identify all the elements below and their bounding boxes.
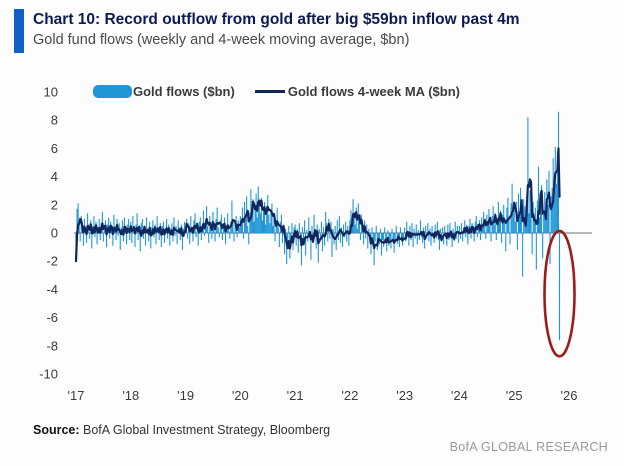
svg-text:'21: '21 [287,388,304,403]
chart-header: Chart 10: Record outflow from gold after… [14,9,520,53]
svg-text:'20: '20 [232,388,249,403]
chart-subtitle: Gold fund flows (weekly and 4-week movin… [33,31,410,48]
svg-text:-2: -2 [46,254,58,269]
svg-text:-10: -10 [39,367,58,382]
four-week-ma-line [74,147,561,263]
svg-text:-6: -6 [46,310,58,325]
svg-text:'25: '25 [506,388,523,403]
svg-text:'18: '18 [122,388,139,403]
svg-text:0: 0 [51,226,58,241]
svg-text:6: 6 [51,141,58,156]
x-axis-tick-labels: '17 '18 '19 '20 '21 '22 '23 '24 '25 '26 [68,388,578,403]
svg-text:'22: '22 [341,388,358,403]
source-label: Source: [33,423,80,437]
svg-text:'26: '26 [561,388,578,403]
svg-text:-8: -8 [46,338,58,353]
gold-flows-chart: 10 8 6 4 2 0 -2 -4 -6 -8 -10 '17 '18 '19 '20 '21 '22 '23… [39,85,592,403]
record-outflow-circle-annotation [543,229,576,358]
svg-text:10: 10 [44,85,58,100]
chart-title: Chart 10: Record outflow from gold after… [33,11,520,28]
bofa-global-research-brand: BofA GLOBAL RESEARCH [449,440,608,454]
svg-text:4: 4 [51,169,58,184]
header-text: Chart 10: Record outflow from gold after… [33,9,520,53]
y-axis-tick-labels: 10 8 6 4 2 0 -2 -4 -6 -8 -10 [39,85,58,382]
svg-text:8: 8 [51,113,58,128]
accent-bar [14,9,24,53]
svg-text:'23: '23 [396,388,413,403]
svg-text:'24: '24 [451,388,468,403]
weekly-flow-bars [75,111,561,341]
svg-text:-4: -4 [46,282,58,297]
svg-text:2: 2 [51,197,58,212]
source-note: Source: BofA Global Investment Strategy,… [33,423,330,437]
svg-text:'17: '17 [68,388,85,403]
source-text: BofA Global Investment Strategy, Bloombe… [79,423,331,437]
svg-text:'19: '19 [177,388,194,403]
